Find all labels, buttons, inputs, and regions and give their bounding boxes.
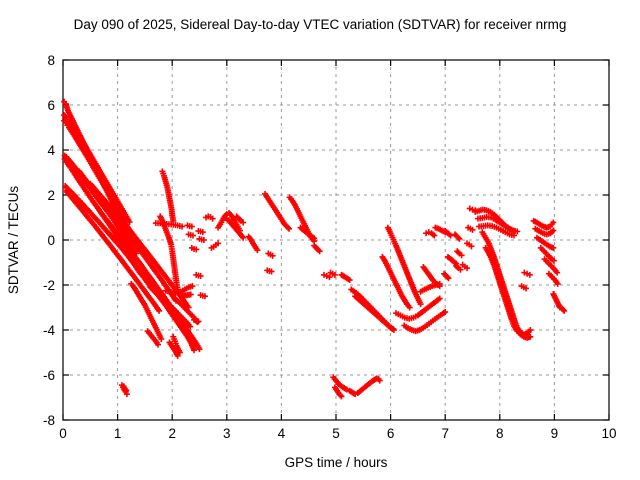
data-series-track [311,242,323,255]
data-series-track [191,316,202,325]
data-series-track [330,374,383,398]
data-series-track [464,240,475,250]
data-series-track [162,283,196,296]
data-series-track [532,225,557,238]
data-series-track [338,271,353,284]
data-markers [61,98,568,400]
data-series-track [393,295,443,322]
data-series-track [556,303,568,314]
x-tick-label: 9 [551,426,559,441]
data-series-track [379,253,413,311]
data-series-track [420,264,443,290]
data-series-track [159,168,177,224]
data-series-track [465,224,476,233]
data-series-track [128,280,165,342]
data-series-track [537,244,557,264]
data-series-track [152,220,186,230]
data-series-track [401,309,449,335]
y-tick-label: -8 [43,413,55,428]
data-series-track [479,229,534,338]
data-series-track [320,271,333,281]
y-tick-label: 4 [47,143,55,158]
data-series-track [452,231,463,242]
data-series-track [444,253,460,267]
data-series-track [530,217,557,231]
x-tick-label: 1 [114,426,122,441]
data-series-track [144,328,162,348]
x-axis-label: GPS time / hours [285,455,388,470]
grid-lines [63,60,609,420]
data-series-track [203,213,216,222]
y-tick-label: -2 [43,278,55,293]
x-tick-label: 5 [332,426,340,441]
x-tick-label: 10 [601,426,616,441]
data-series-track [208,240,222,251]
data-series-track [177,291,194,300]
data-series-track [245,233,261,254]
data-series-track [474,214,521,235]
x-tick-label: 8 [496,426,504,441]
data-series-track [521,269,533,278]
data-series-track [223,215,247,241]
data-series-track [118,382,130,398]
x-tick-label: 0 [59,426,67,441]
data-series-track [482,244,534,341]
data-series-track [441,270,452,282]
data-series-track [157,213,181,293]
x-tick-label: 6 [387,426,395,441]
data-series-track [188,244,200,253]
data-series-track [533,234,557,251]
x-tick-label: 2 [168,426,176,441]
y-tick-label: -4 [43,323,55,338]
data-series-track [215,210,243,234]
y-tick-label: 2 [47,188,55,203]
x-tick-label: 3 [223,426,231,441]
data-series-track [423,229,438,239]
data-series-track [147,284,163,300]
data-series-track [442,228,454,239]
data-series-track [170,333,183,356]
data-series-track [166,339,181,359]
data-series-track [61,112,133,225]
y-tick-label: -6 [43,368,55,383]
y-tick-labels: -8 -6 -4 -2 0 2 4 6 8 [43,53,56,428]
data-series-track [545,270,561,287]
data-series-track [518,283,530,292]
data-series-track [265,250,276,259]
data-series-track [476,222,517,239]
data-series-track [331,384,345,400]
x-tick-label: 4 [278,426,286,441]
data-series-track [262,190,293,232]
data-series-track [454,248,465,259]
data-series-track [453,262,464,273]
data-series-track [384,224,424,308]
data-series-track [459,261,471,272]
y-tick-label: 8 [47,53,55,68]
data-series-track [352,293,397,332]
data-series-track [264,267,275,275]
y-tick-label: 6 [47,98,55,113]
data-series-track [164,301,194,330]
data-series-track [195,228,206,236]
x-tick-label: 7 [441,426,449,441]
data-series-track [196,235,207,243]
data-series-track [62,187,163,314]
y-tick-label: 0 [47,233,55,248]
data-series-track [87,180,192,311]
data-series-track [193,271,204,279]
data-series-track [184,222,195,230]
data-series-track [466,205,479,214]
x-tick-labels: 0 1 2 3 4 5 6 7 8 9 10 [59,426,616,441]
data-series-track [121,225,137,246]
data-series-track [541,256,561,276]
data-series-track [297,224,318,242]
page-title: Day 090 of 2025, Sidereal Day-to-day VTE… [73,17,567,32]
data-series-track [185,231,196,239]
data-series-track [233,213,247,226]
data-series-track [197,292,208,300]
y-axis-label: SDTVAR / TECUs [6,186,21,295]
data-series-track [327,269,338,278]
